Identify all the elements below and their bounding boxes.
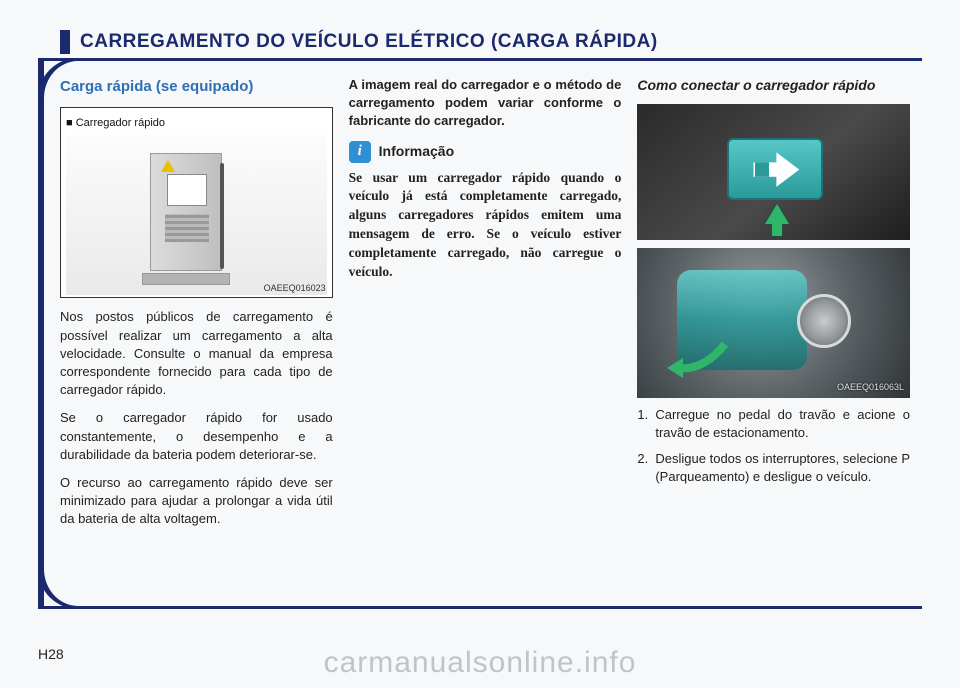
col3-subhead: Como conectar o carregador rápido xyxy=(637,76,910,96)
figure-image-charger xyxy=(66,135,327,295)
arrow-up-icon xyxy=(765,204,789,224)
column-2: A imagem real do carregador e o método d… xyxy=(349,76,622,596)
warning-triangle-icon xyxy=(161,160,175,172)
figure-code: OAEEQ016023 xyxy=(264,282,326,295)
col1-paragraph-3: O recurso ao carregamento rápido deve se… xyxy=(60,474,333,529)
border-top xyxy=(38,58,922,61)
figure2-code: OAEEQ016063L xyxy=(837,381,904,394)
step-2: Desligue todos os interruptores, selecio… xyxy=(637,450,910,486)
figure-label: ■ Carregador rápido xyxy=(66,117,165,129)
charger-grille-shape xyxy=(165,214,209,242)
watermark-text: carmanualsonline.info xyxy=(0,646,960,680)
step-1: Carregue no pedal do travão e acione o t… xyxy=(637,406,910,442)
charge-door-button-highlight xyxy=(727,138,823,200)
col1-subhead: Carga rápida (se equipado) xyxy=(60,76,333,97)
column-3: Como conectar o carregador rápido xyxy=(637,76,910,596)
col1-paragraph-1: Nos postos públicos de carregamento é po… xyxy=(60,308,333,399)
header-block-icon xyxy=(60,30,70,54)
charger-base-shape xyxy=(142,273,230,285)
figure-rapid-charger: ■ Carregador rápido OAEEQ016023 xyxy=(60,107,333,298)
col2-lead-bold: A imagem real do carregador e o método d… xyxy=(349,76,622,131)
figure-label-bullet: ■ xyxy=(66,117,73,129)
charger-screen-shape xyxy=(167,174,207,206)
charger-body-shape xyxy=(150,153,222,271)
charge-socket-shape xyxy=(797,294,851,348)
page-frame: CARREGAMENTO DO VEÍCULO ELÉTRICO (CARGA … xyxy=(38,22,922,636)
figure-label-text: Carregador rápido xyxy=(76,117,165,129)
info-text: Se usar um carregador rápido quando o ve… xyxy=(349,169,622,282)
col1-paragraph-2: Se o carregador rápido for usado constan… xyxy=(60,409,333,464)
info-label: Informação xyxy=(379,142,454,162)
photo-interior-button xyxy=(637,104,910,240)
photo-charge-port: OAEEQ016063L xyxy=(637,248,910,398)
section-title: CARREGAMENTO DO VEÍCULO ELÉTRICO (CARGA … xyxy=(80,31,658,53)
info-heading-row: i Informação xyxy=(349,141,622,163)
column-1: Carga rápida (se equipado) ■ Carregador … xyxy=(60,76,333,596)
content-columns: Carga rápida (se equipado) ■ Carregador … xyxy=(60,76,910,596)
section-header: CARREGAMENTO DO VEÍCULO ELÉTRICO (CARGA … xyxy=(60,30,658,54)
border-bottom xyxy=(38,606,922,609)
arrow-curve-icon xyxy=(663,338,733,378)
page-number: H28 xyxy=(38,646,64,662)
steps-list: Carregue no pedal do travão e acione o t… xyxy=(637,406,910,487)
info-icon: i xyxy=(349,141,371,163)
border-left xyxy=(38,58,44,606)
fuel-plug-icon xyxy=(749,152,801,188)
charger-cable-shape xyxy=(220,163,224,269)
